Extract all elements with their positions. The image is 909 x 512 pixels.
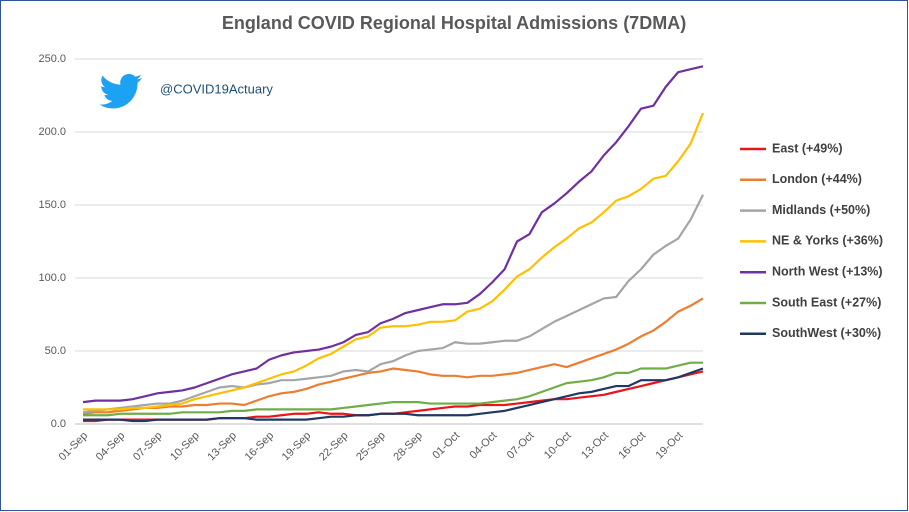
series-line xyxy=(82,194,704,414)
legend-label: NE & Yorks (+36%) xyxy=(772,234,883,248)
legend-label: SouthWest (+30%) xyxy=(772,326,881,340)
legend-label: Midlands (+50%) xyxy=(772,203,870,217)
handle: @COVID19Actuary xyxy=(160,81,273,96)
y-tick-label: 250.0 xyxy=(38,53,66,65)
legend-label: South East (+27%) xyxy=(772,295,881,309)
legend-label: North West (+13%) xyxy=(772,264,883,278)
series-line xyxy=(82,297,704,415)
series-line xyxy=(83,112,705,411)
legend-label: East (+49%) xyxy=(772,141,843,155)
y-tick-label: 200.0 xyxy=(38,126,66,138)
legend-label: London (+44%) xyxy=(772,172,862,186)
series-line xyxy=(83,367,704,423)
series-line xyxy=(82,65,704,404)
series-line xyxy=(83,361,703,417)
chart-title: England COVID Regional Hospital Admissio… xyxy=(222,13,686,33)
y-tick-label: 100.0 xyxy=(38,272,66,284)
y-tick-label: 50.0 xyxy=(45,345,66,357)
y-tick-label: 150.0 xyxy=(38,199,66,211)
twitter-icon xyxy=(99,74,142,109)
y-tick-label: 0.0 xyxy=(51,418,66,430)
